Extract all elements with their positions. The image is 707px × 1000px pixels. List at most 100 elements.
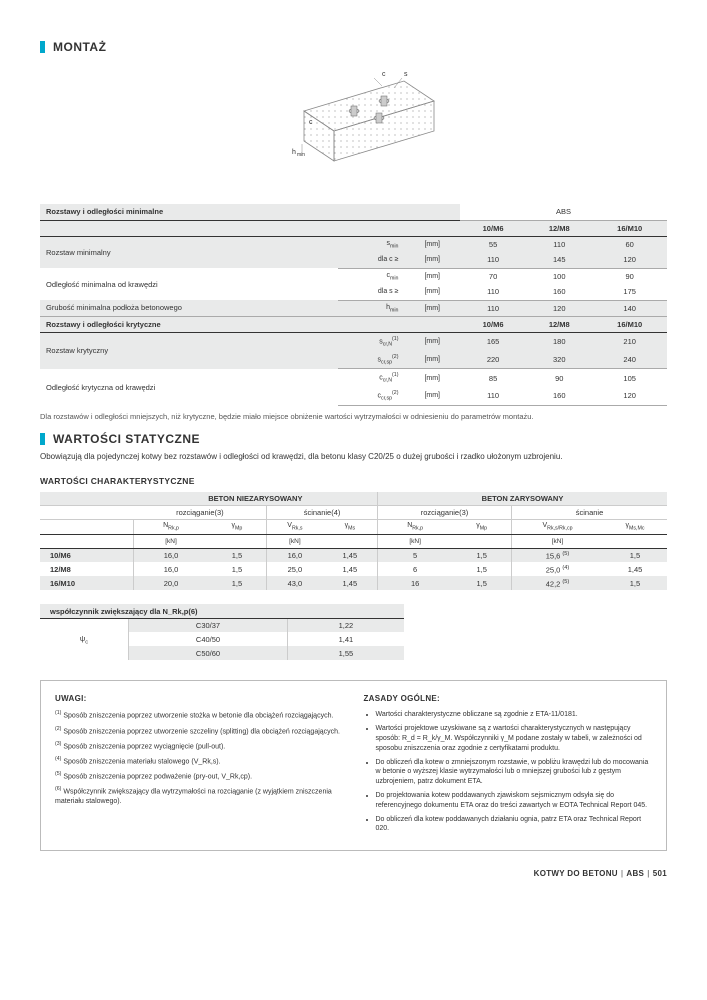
value-cell: 320 [526,351,592,369]
value-cell: 5 [378,548,453,562]
installation-diagram: c s c hmin [40,66,667,186]
zasady-item: Do obliczeń dla kotew poddawanych działa… [376,815,653,835]
row-label: Odległość minimalna od krawędzi [40,268,338,300]
value-cell: 1,5 [208,562,267,576]
row-head: 12/M8 [40,562,134,576]
coeff-symbol: ψc [40,618,128,660]
unit: [mm] [404,351,460,369]
value-cell: 1,5 [452,548,511,562]
notes-box: UWAGI: (1) Sposób zniszczenia poprzez ut… [40,680,667,851]
accent-marker [40,433,45,445]
value-cell: 20,0 [134,576,208,590]
value-cell: 90 [592,268,667,284]
svg-text:s: s [404,71,408,78]
unit: [mm] [404,332,460,350]
value-cell: 55 [460,236,526,252]
zasady-item: Wartości projektowe uzyskiwane są z wart… [376,724,653,753]
uwagi-item: (4) Sposób zniszczenia materiału stalowe… [55,756,344,767]
coeff-value: 1,41 [288,632,404,646]
mid-head: ścinanie(4) [267,506,378,520]
value-cell: 105 [592,369,667,387]
col-symbol: VRk,s/Rk,cp [512,520,603,534]
value-cell: 1,45 [323,548,378,562]
col-symbol: γMs [323,520,378,534]
value-cell: 110 [460,284,526,300]
section-header-montaz: MONTAŻ [40,40,667,54]
symbol: ccr,N(1) [338,369,405,387]
unit: [mm] [404,300,460,316]
diagram-svg: c s c hmin [254,66,454,186]
svg-text:c: c [382,71,386,78]
value-cell: 16 [378,576,453,590]
value-cell: 25,0 (4) [512,562,603,576]
col-head: 12/M8 [526,220,592,236]
table-header: Rozstawy i odległości krytyczne [40,316,404,332]
svg-text:min: min [297,152,305,158]
value-cell: 1,45 [603,562,667,576]
unit-cell [603,534,667,548]
unit-cell: [kN] [134,534,208,548]
mid-head: rozciąganie(3) [378,506,512,520]
section-header-statyczne: WARTOŚCI STATYCZNE [40,432,667,446]
table-header: Rozstawy i odległości minimalne [40,204,404,220]
notes-title: UWAGI: [55,693,344,704]
value-cell: 70 [460,268,526,284]
value-cell: 6 [378,562,453,576]
symbol: dla s ≥ [338,284,405,300]
zasady-item: Wartości charakterystyczne obliczane są … [376,710,653,720]
value-cell: 120 [592,387,667,405]
section-title: WARTOŚCI STATYCZNE [53,432,200,446]
coeff-value: 1,22 [288,618,404,632]
value-cell: 1,5 [452,562,511,576]
unit: [mm] [404,369,460,387]
value-cell: 16,0 [134,548,208,562]
symbol: hmin [338,300,405,316]
col-head: 10/M6 [460,316,526,332]
symbol: scr,N(1) [338,332,405,350]
uwagi-list: (1) Sposób zniszczenia poprzez utworzeni… [55,710,344,807]
uwagi-item: (3) Sposób zniszczenia poprzez wyciągnię… [55,741,344,752]
spacing-table: Rozstawy i odległości minimalne ABS 10/M… [40,204,667,406]
value-cell: 1,5 [603,548,667,562]
value-cell: 110 [460,252,526,268]
characteristic-values-table: BETON NIEZARYSOWANY BETON ZARYSOWANY roz… [40,492,667,590]
value-cell: 90 [526,369,592,387]
zasady-list: Wartości charakterystyczne obliczane są … [364,710,653,834]
col-head: 16/M10 [592,220,667,236]
svg-text:c: c [309,119,313,126]
row-label: Rozstaw minimalny [40,236,338,268]
value-cell: 60 [592,236,667,252]
value-cell: 43,0 [267,576,323,590]
row-label: Grubość minimalna podłoża betonowego [40,300,338,316]
unit: [mm] [404,236,460,252]
section-title: MONTAŻ [53,40,106,54]
sub-heading: WARTOŚCI CHARAKTERYSTYCZNE [40,476,667,486]
value-cell: 165 [460,332,526,350]
row-label: Odległość krytyczna od krawędzi [40,369,338,405]
value-cell: 110 [460,387,526,405]
symbol: smin [338,236,405,252]
unit-cell [323,534,378,548]
unit-cell: [kN] [512,534,603,548]
uwagi-item: (2) Sposób zniszczenia poprzez utworzeni… [55,726,344,737]
coefficient-table: współczynnik zwiększający dla N_Rk,p(6) … [40,604,404,660]
concrete-class: C30/37 [128,618,287,632]
value-cell: 25,0 [267,562,323,576]
intro-paragraph: Obowiązują dla pojedynczej kotwy bez roz… [40,452,667,462]
value-cell: 210 [592,332,667,350]
col-symbol: γMp [208,520,267,534]
zasady-item: Do obliczeń dla kotew o zmniejszonym roz… [376,758,653,787]
accent-marker [40,41,45,53]
col-symbol: VRk,s [267,520,323,534]
value-cell: 145 [526,252,592,268]
value-cell: 240 [592,351,667,369]
notes-title: ZASADY OGÓLNE: [364,693,653,704]
unit: [mm] [404,387,460,405]
unit-cell: [kN] [267,534,323,548]
coeff-value: 1,55 [288,646,404,660]
col-symbol: NRk,p [378,520,453,534]
value-cell: 1,5 [208,548,267,562]
zasady-item: Do projektowania kotew poddawanych zjawi… [376,791,653,811]
col-head: 16/M10 [592,316,667,332]
value-cell: 1,5 [452,576,511,590]
